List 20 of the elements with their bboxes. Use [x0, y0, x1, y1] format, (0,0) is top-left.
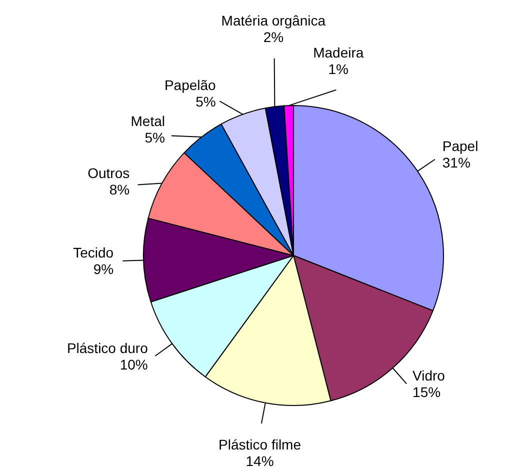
slice-label: Plástico duro [66, 340, 148, 356]
data-label: 1% [328, 61, 349, 78]
slice-label: Madeira [313, 44, 364, 61]
slice-label: Vidro [412, 368, 446, 384]
slice-label: Matéria orgânica [221, 12, 326, 28]
data-label: 8% [109, 181, 130, 198]
data-label: 10% [120, 356, 148, 372]
data-label: 31% [442, 154, 470, 171]
slice-label: Tecido [73, 244, 114, 261]
data-label: 15% [412, 384, 441, 400]
slice-label: Outros [88, 164, 130, 181]
slice-label: Papel [442, 138, 478, 154]
slice-label: Metal [130, 113, 165, 130]
data-label: 5% [196, 93, 216, 110]
data-label: 5% [144, 130, 165, 146]
slice-label: Plástico filme [218, 436, 302, 453]
data-label: 9% [93, 261, 114, 278]
data-label: 14% [246, 453, 274, 468]
data-label: 2% [263, 28, 284, 45]
slice-label: Papelão [164, 76, 216, 93]
